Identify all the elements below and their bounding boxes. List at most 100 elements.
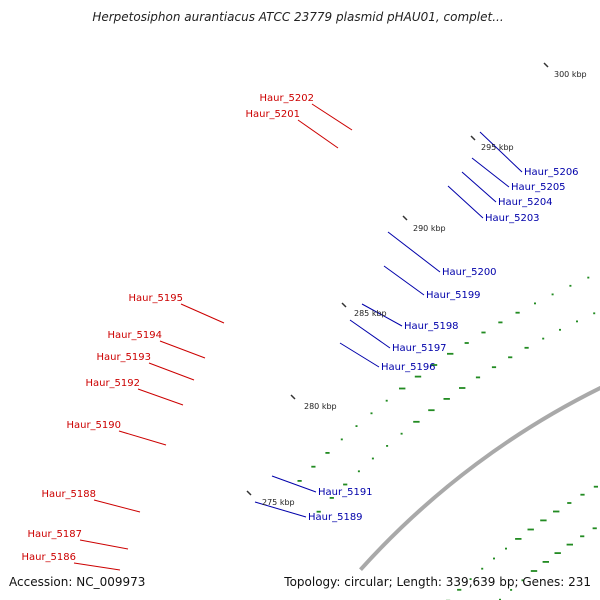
gc-dot xyxy=(551,293,554,296)
gc-dot xyxy=(553,510,560,513)
gene-labels: Haur_5202 Haur_5201 Haur_5195 Haur_5194 Haur… xyxy=(21,93,578,563)
gc-dot xyxy=(447,352,454,355)
gc-dot xyxy=(464,342,469,344)
leader-line xyxy=(180,303,225,324)
label-leader-lines xyxy=(73,103,523,571)
gc-dot xyxy=(325,452,330,454)
gene-label-haur-5193: Haur_5193 xyxy=(96,352,151,363)
gc-dot xyxy=(343,483,348,486)
leader-line xyxy=(271,475,317,493)
gc-dot xyxy=(515,538,522,540)
accession-text: Accession: NC_009973 xyxy=(9,575,145,589)
gc-dot xyxy=(459,387,466,389)
leader-line xyxy=(349,319,391,349)
genome-info-text: Topology: circular; Length: 339,639 bp; … xyxy=(283,575,591,589)
gc-dot xyxy=(475,376,481,379)
leader-line xyxy=(471,157,510,188)
gc-dot xyxy=(311,465,316,468)
gc-dot xyxy=(567,502,572,504)
tick-mark xyxy=(246,490,252,496)
gene-label-haur-5197: Haur_5197 xyxy=(392,343,447,354)
gene-label-haur-5202: Haur_5202 xyxy=(259,93,314,104)
gene-label-haur-5191: Haur_5191 xyxy=(318,487,373,498)
gene-label-haur-5187: Haur_5187 xyxy=(27,529,82,540)
gc-dot xyxy=(385,399,388,402)
tick-mark xyxy=(470,135,476,141)
gene-label-haur-5188: Haur_5188 xyxy=(41,489,96,500)
gene-label-haur-5200: Haur_5200 xyxy=(442,267,497,278)
gc-dot xyxy=(481,567,484,570)
gc-dot xyxy=(593,485,598,488)
leader-line xyxy=(137,388,184,406)
leader-line xyxy=(118,430,167,446)
gc-dot xyxy=(505,547,507,550)
gc-dot xyxy=(592,527,597,530)
gc-dot xyxy=(576,320,578,323)
gc-dot xyxy=(515,311,520,314)
gc-dot xyxy=(371,457,374,460)
leader-line xyxy=(73,562,121,571)
gene-label-haur-5198: Haur_5198 xyxy=(404,321,459,332)
plasmid-backbone xyxy=(359,385,600,572)
gc-dot xyxy=(491,366,497,369)
gene-label-haur-5203: Haur_5203 xyxy=(485,213,540,224)
gene-label-haur-5204: Haur_5204 xyxy=(498,197,553,208)
gc-dot xyxy=(430,364,438,366)
gc-dot xyxy=(508,356,513,359)
leader-line xyxy=(297,119,339,149)
gc-dot xyxy=(386,445,389,447)
gc-dot xyxy=(414,375,422,378)
gc-dot xyxy=(524,346,529,349)
leader-line xyxy=(93,499,141,513)
gc-dot xyxy=(534,302,536,305)
leader-line xyxy=(148,362,195,381)
gc-dot xyxy=(316,510,321,513)
leader-line xyxy=(254,501,307,518)
gc-dot xyxy=(493,557,495,560)
leader-line xyxy=(383,265,425,296)
gc-dot xyxy=(542,561,549,563)
gc-dot xyxy=(587,276,590,279)
gc-dot xyxy=(355,425,358,427)
gc-dot xyxy=(399,387,406,390)
gene-label-haur-5201: Haur_5201 xyxy=(245,109,300,120)
gc-dot xyxy=(569,284,572,287)
gc-dot xyxy=(521,579,524,582)
gc-dot xyxy=(580,535,585,538)
gc-dot xyxy=(469,578,472,580)
leader-line xyxy=(447,185,484,219)
gc-dot xyxy=(510,589,513,591)
tick-mark xyxy=(341,302,347,308)
gene-label-haur-5194: Haur_5194 xyxy=(107,330,162,341)
leader-line xyxy=(79,539,129,550)
leader-line xyxy=(311,103,353,131)
gc-dot xyxy=(566,543,573,546)
gene-label-haur-5190: Haur_5190 xyxy=(66,420,121,431)
gc-dot xyxy=(297,480,302,482)
gc-dot xyxy=(329,497,334,499)
coordinate-ticks: 275 kbp 280 kbp 285 kbp 290 kbp 295 kbp 300 k… xyxy=(246,62,587,507)
tick-label: 280 kbp xyxy=(304,402,337,411)
gc-dot xyxy=(540,519,547,522)
gc-dot xyxy=(413,420,420,423)
tick-mark xyxy=(543,62,549,68)
gc-dot xyxy=(593,312,596,315)
gc-dot xyxy=(530,570,538,572)
gc-dot xyxy=(542,337,545,340)
gene-label-haur-5186: Haur_5186 xyxy=(21,552,76,563)
gc-dot xyxy=(457,588,462,591)
gc-dot xyxy=(559,328,561,331)
tick-label: 300 kbp xyxy=(554,70,587,79)
tick-label: 295 kbp xyxy=(481,143,514,152)
gc-dot xyxy=(428,409,435,412)
leader-line xyxy=(479,131,523,173)
tick-mark xyxy=(402,215,408,221)
leader-line xyxy=(159,340,206,359)
leader-line xyxy=(361,303,403,327)
gene-label-haur-5196: Haur_5196 xyxy=(381,362,436,373)
gc-dot xyxy=(527,528,534,531)
leader-line xyxy=(339,342,380,368)
gc-dot xyxy=(340,438,343,441)
leader-line xyxy=(461,171,497,203)
